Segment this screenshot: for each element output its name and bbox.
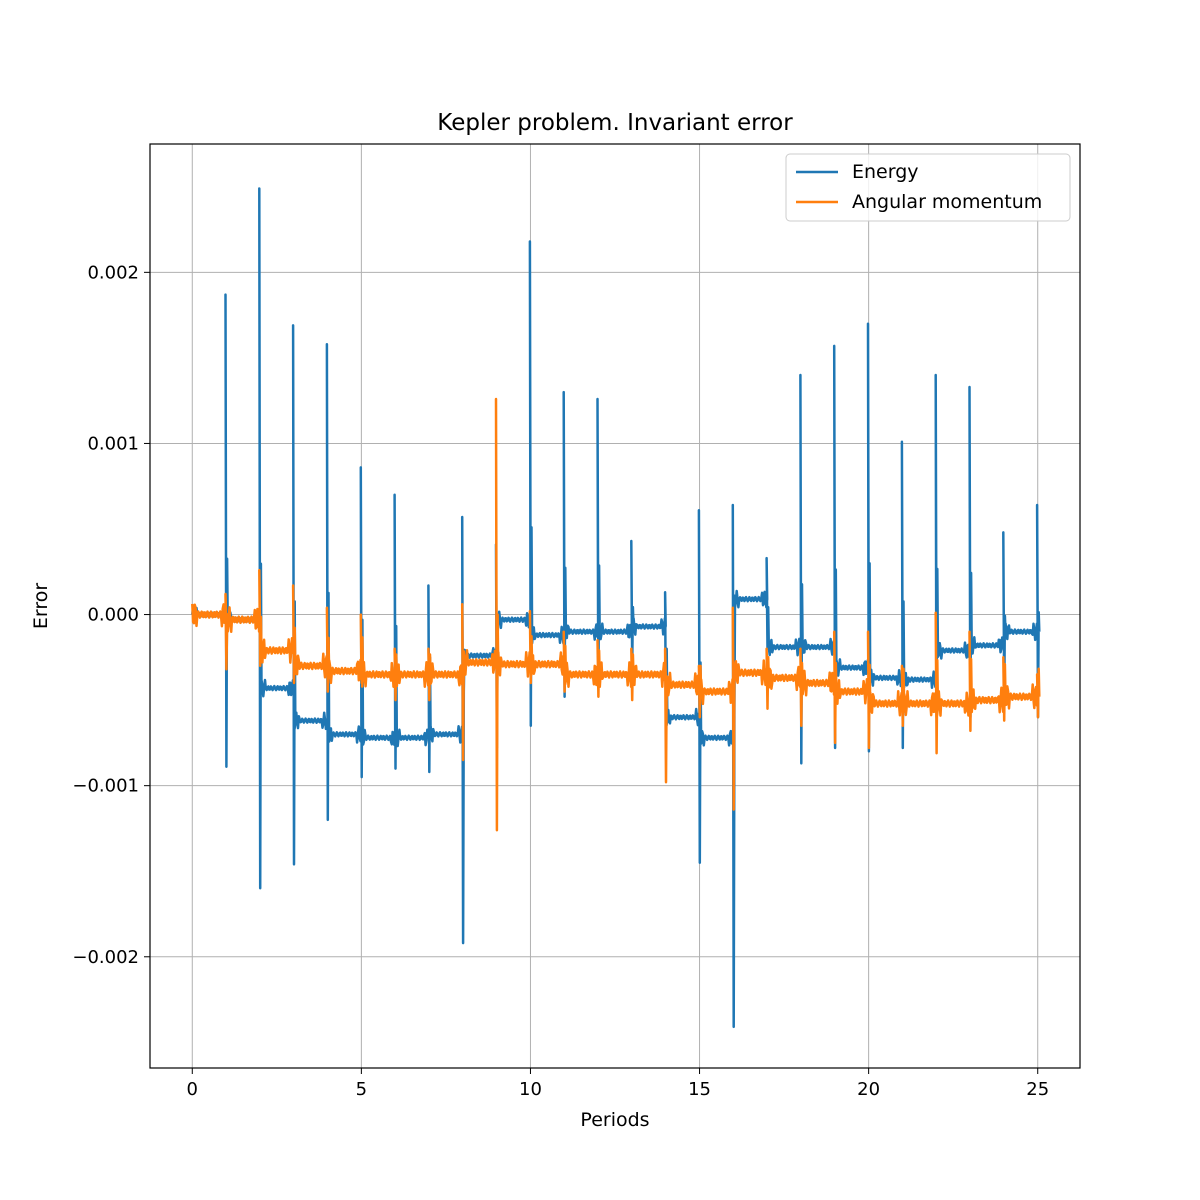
x-tick-label: 20 — [857, 1079, 880, 1100]
x-tick-label: 5 — [356, 1079, 367, 1100]
x-tick-label: 15 — [688, 1079, 711, 1100]
legend-label-angular-momentum: Angular momentum — [852, 191, 1042, 213]
y-tick-label: −0.002 — [72, 947, 139, 968]
x-tick-label: 25 — [1026, 1079, 1049, 1100]
y-tick-label: 0.001 — [87, 433, 139, 454]
y-tick-label: −0.001 — [72, 776, 139, 797]
x-axis: 0 5 10 15 20 25 — [187, 1068, 1049, 1100]
legend-box — [785, 153, 1071, 222]
y-axis-label: Error — [30, 583, 52, 630]
x-axis-label: Periods — [580, 1109, 649, 1131]
legend: Energy Angular momentum — [785, 153, 1071, 222]
x-tick-label: 10 — [519, 1079, 542, 1100]
y-tick-label: 0.000 — [87, 605, 139, 626]
y-axis: −0.002 −0.001 0.000 0.001 0.002 — [72, 262, 150, 968]
x-tick-label: 0 — [187, 1079, 198, 1100]
plot-frame — [149, 143, 1081, 1069]
series-line-energy — [191, 187, 1041, 1029]
y-tick-label: 0.002 — [87, 262, 139, 283]
series-layer — [191, 187, 1041, 1029]
chart-title: Kepler problem. Invariant error — [437, 110, 793, 136]
series-line-angular-momentum — [191, 397, 1041, 832]
legend-label-energy: Energy — [852, 161, 919, 183]
